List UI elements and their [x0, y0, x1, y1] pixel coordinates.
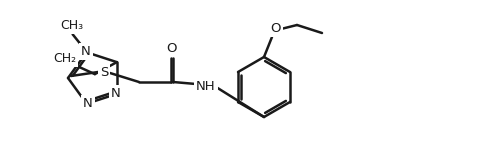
Text: N: N — [111, 87, 120, 100]
Text: CH₃: CH₃ — [60, 19, 83, 32]
Text: S: S — [100, 66, 108, 79]
Text: N: N — [83, 97, 92, 110]
Text: O: O — [167, 42, 177, 55]
Text: N: N — [81, 45, 90, 58]
Text: NH: NH — [196, 80, 216, 93]
Text: O: O — [270, 22, 281, 35]
Text: CH₂: CH₂ — [53, 52, 76, 65]
